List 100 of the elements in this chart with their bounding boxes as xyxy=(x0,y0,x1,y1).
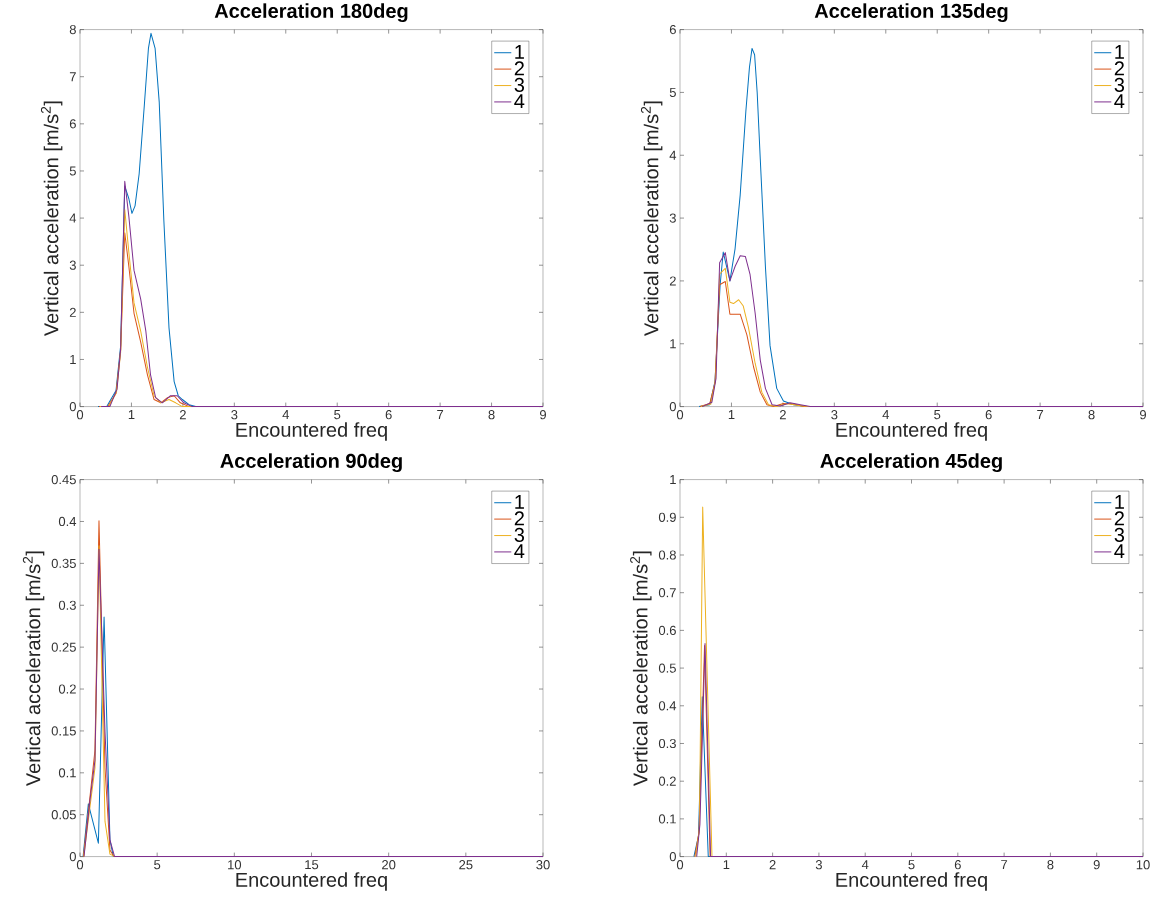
legend-label: 4 xyxy=(514,544,525,559)
legend-label: 1 xyxy=(515,45,524,60)
legend-label: 3 xyxy=(514,78,525,93)
y-tick-label: 3 xyxy=(669,213,676,223)
y-tick-label: 2 xyxy=(69,308,76,318)
y-tick-label: 6 xyxy=(669,25,676,35)
legend-label: 2 xyxy=(1114,61,1124,76)
y-tick-label: 0.25 xyxy=(51,642,76,652)
legend-label: 4 xyxy=(1114,544,1125,559)
y-axis-title: Vertical acceleration [m/s$^{2}$] xyxy=(640,101,663,337)
x-tick-label: 5 xyxy=(334,410,341,420)
y-tick-label: 0.2 xyxy=(658,776,676,786)
legend-label: 1 xyxy=(515,495,524,510)
x-tick-label: 9 xyxy=(1093,860,1100,870)
y-tick-label: 1 xyxy=(670,339,676,349)
y-axis-title: Vertical acceleration [m/s$^{2}$] xyxy=(630,551,652,787)
y-axis-title: Vertical acceleration [m/s$^{2}$] xyxy=(22,551,45,787)
y-tick-label: 0.5 xyxy=(658,663,676,673)
x-tick-label: 8 xyxy=(1047,860,1054,870)
x-tick-label: 10 xyxy=(1136,860,1150,870)
y-tick-label: 0.9 xyxy=(658,512,676,523)
y-tick-label: 0.6 xyxy=(658,625,676,636)
x-tick-label: 2 xyxy=(779,410,786,420)
chart-title: Acceleration 90deg xyxy=(220,453,402,473)
legend-label: 1 xyxy=(1115,45,1124,60)
x-axis-title: Encountered freq xyxy=(236,422,387,442)
x-tick-label: 0 xyxy=(76,860,84,870)
legend-label: 4 xyxy=(1114,94,1125,109)
y-axis-title: Vertical acceleration [m/s$^{2}$] xyxy=(40,101,63,337)
y-tick-label: 0.3 xyxy=(58,600,76,611)
y-tick-label: 0.1 xyxy=(658,814,676,824)
legend-label: 4 xyxy=(514,94,525,109)
y-tick-label: 0.35 xyxy=(51,558,76,569)
y-tick-label: 0.15 xyxy=(51,726,76,736)
y-tick-label: 0.2 xyxy=(58,684,76,694)
y-tick-label: 0.45 xyxy=(51,475,76,485)
x-tick-label: 8 xyxy=(488,410,495,420)
legend-label: 2 xyxy=(514,61,524,76)
y-tick-label: 1 xyxy=(670,475,676,485)
x-tick-label: 5 xyxy=(154,860,161,870)
x-tick-label: 1 xyxy=(723,860,730,870)
y-tick-label: 0.3 xyxy=(658,739,676,749)
x-tick-label: 3 xyxy=(231,410,238,420)
x-tick-label: 3 xyxy=(815,860,822,870)
y-tick-label: 0.4 xyxy=(58,517,77,527)
x-tick-label: 10 xyxy=(228,860,242,870)
x-tick-label: 30 xyxy=(536,860,550,870)
x-tick-label: 6 xyxy=(985,410,992,420)
y-tick-label: 1 xyxy=(70,355,76,365)
x-tick-label: 20 xyxy=(382,860,396,870)
y-tick-label: 0 xyxy=(69,402,76,412)
x-tick-label: 9 xyxy=(540,410,546,420)
legend-label: 2 xyxy=(514,511,524,526)
y-tick-label: 0 xyxy=(669,852,676,862)
legend-label: 2 xyxy=(1114,511,1124,526)
x-tick-label: 4 xyxy=(282,410,290,420)
x-tick-label: 25 xyxy=(459,860,473,870)
legend-label: 3 xyxy=(514,528,525,543)
x-tick-label: 6 xyxy=(954,860,961,870)
x-tick-label: 4 xyxy=(882,410,890,420)
y-tick-label: 8 xyxy=(69,25,76,35)
y-tick-label: 2 xyxy=(669,276,676,286)
y-tick-label: 0.1 xyxy=(58,768,76,778)
x-tick-label: 7 xyxy=(437,410,444,420)
legend-label: 3 xyxy=(1114,78,1125,93)
y-tick-label: 0 xyxy=(69,852,76,862)
y-tick-label: 3 xyxy=(69,260,76,271)
x-tick-label: 2 xyxy=(179,410,186,420)
x-tick-label: 6 xyxy=(385,410,392,420)
x-tick-label: 7 xyxy=(1001,860,1008,870)
x-tick-label: 2 xyxy=(769,860,776,870)
legend-label: 1 xyxy=(1115,495,1124,510)
x-tick-label: 0 xyxy=(76,410,84,420)
x-axis-title: Encountered freq xyxy=(236,872,387,892)
y-tick-label: 0 xyxy=(669,402,676,412)
y-tick-label: 4 xyxy=(69,213,77,223)
x-tick-label: 5 xyxy=(908,860,915,870)
chart-title: Acceleration 180deg xyxy=(214,3,408,23)
x-tick-label: 3 xyxy=(831,410,838,420)
x-tick-label: 5 xyxy=(934,410,941,420)
y-tick-label: 0.7 xyxy=(658,588,676,598)
y-tick-label: 5 xyxy=(69,166,76,176)
y-tick-label: 0.8 xyxy=(658,550,676,560)
y-tick-label: 0.4 xyxy=(658,701,677,711)
y-tick-label: 4 xyxy=(669,150,677,160)
y-tick-label: 6 xyxy=(69,119,76,129)
legend-label: 3 xyxy=(1114,528,1125,543)
chart-title: Acceleration 135deg xyxy=(814,3,1008,23)
x-tick-label: 9 xyxy=(1140,410,1147,420)
y-tick-label: 7 xyxy=(69,72,76,82)
y-tick-label: 0.05 xyxy=(51,810,76,820)
x-tick-label: 1 xyxy=(128,410,135,420)
x-tick-label: 7 xyxy=(1037,410,1044,420)
x-axis-title: Encountered freq xyxy=(836,422,987,442)
x-axis-title: Encountered freq xyxy=(836,872,987,892)
x-tick-label: 1 xyxy=(728,410,735,420)
y-tick-label: 5 xyxy=(669,88,676,98)
x-tick-label: 8 xyxy=(1088,410,1095,420)
x-tick-label: 4 xyxy=(861,860,869,870)
chart-title: Acceleration 45deg xyxy=(820,453,1002,473)
